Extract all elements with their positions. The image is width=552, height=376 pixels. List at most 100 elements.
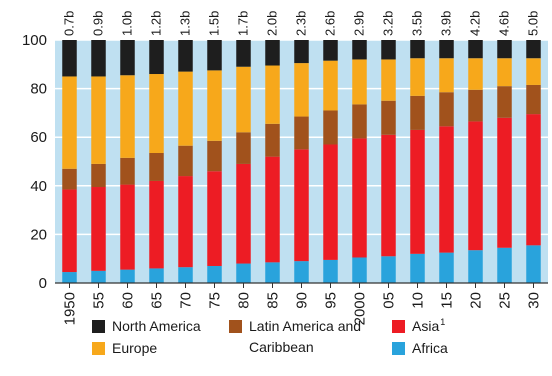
bar-segment-africa	[91, 270, 106, 283]
bar-segment-latin-america-and-caribbean	[526, 84, 541, 115]
bar-segment-asia	[352, 138, 367, 258]
bar-segment-europe	[265, 65, 280, 124]
bar-segment-europe	[178, 71, 193, 146]
bar-segment-europe	[439, 58, 454, 93]
bar-total-label: 5.0b	[526, 11, 541, 36]
bar-total-label: 3.5b	[410, 11, 425, 36]
bar-segment-asia	[236, 163, 251, 264]
x-tick-label: 15	[439, 292, 456, 309]
bar-segment-north-america	[410, 40, 425, 59]
bar-segment-africa	[294, 261, 309, 283]
legend-label-africa: Africa	[412, 340, 448, 356]
bar-segment-latin-america-and-caribbean	[236, 132, 251, 164]
bar-segment-north-america	[323, 40, 338, 61]
legend-label-europe: Europe	[112, 340, 157, 356]
bar-segment-north-america	[439, 40, 454, 59]
bar-segment-europe	[120, 75, 135, 158]
bar-segment-latin-america-and-caribbean	[381, 100, 396, 135]
bar-segment-north-america	[207, 40, 222, 71]
bar-segment-latin-america-and-caribbean	[178, 145, 193, 177]
y-tick-label: 80	[30, 81, 47, 98]
bar-segment-asia	[294, 149, 309, 262]
legend-swatch-north-america	[92, 320, 105, 333]
x-tick-label: 90	[294, 292, 311, 309]
bar-segment-north-america	[62, 40, 77, 77]
bar-total-label: 4.6b	[497, 11, 512, 36]
bar-total-label: 2.9b	[352, 11, 367, 36]
x-tick-label: 75	[207, 292, 224, 309]
bar-segment-europe	[149, 74, 164, 153]
x-tick-label: 85	[265, 292, 282, 309]
x-tick-label: 20	[468, 292, 485, 309]
bar-total-label: 1.2b	[149, 11, 164, 36]
bar-segment-africa	[526, 245, 541, 283]
legend-swatch-asia	[392, 320, 405, 333]
legend-label-line2: Caribbean	[249, 339, 314, 355]
bar-total-label: 3.9b	[439, 11, 454, 36]
bar-segment-north-america	[91, 40, 106, 77]
legend-superscript: 1	[440, 317, 445, 327]
bar-segment-africa	[497, 247, 512, 283]
bar-segment-africa	[352, 257, 367, 283]
bar-segment-asia	[62, 189, 77, 273]
bar-segment-europe	[526, 58, 541, 85]
bar-total-label: 3.2b	[381, 11, 396, 36]
bar-segment-africa	[149, 268, 164, 283]
bar-segment-europe	[236, 66, 251, 133]
x-tick-label: 60	[120, 292, 137, 309]
bar-total-label: 1.3b	[178, 11, 193, 36]
bar-total-label: 1.5b	[207, 11, 222, 36]
bar-segment-africa	[178, 267, 193, 283]
bar-total-label: 4.2b	[468, 11, 483, 36]
bar-segment-north-america	[149, 40, 164, 75]
bar-segment-asia	[265, 156, 280, 263]
bar-segment-asia	[497, 117, 512, 248]
bar-segment-latin-america-and-caribbean	[497, 86, 512, 118]
bar-segment-africa	[439, 252, 454, 283]
bar-segment-europe	[62, 76, 77, 169]
bar-segment-latin-america-and-caribbean	[352, 104, 367, 139]
bar-segment-asia	[207, 171, 222, 266]
bar-total-label: 0.7b	[62, 11, 77, 36]
bar-segment-asia	[91, 187, 106, 271]
legend-swatch-europe	[92, 342, 105, 355]
y-tick-label: 40	[30, 178, 47, 195]
bar-segment-north-america	[497, 40, 512, 59]
bar-segment-europe	[410, 58, 425, 96]
bar-segment-asia	[410, 129, 425, 254]
x-tick-label: 65	[149, 292, 166, 309]
bar-total-label: 2.3b	[294, 11, 309, 36]
x-tick-label: 95	[323, 292, 340, 309]
legend-label-north-america: North America	[112, 318, 201, 334]
bar-segment-latin-america-and-caribbean	[91, 163, 106, 188]
legend-swatch-latin-america-and	[229, 320, 242, 333]
bar-segment-africa	[323, 259, 338, 283]
bar-segment-north-america	[294, 40, 309, 64]
bar-segment-north-america	[526, 40, 541, 59]
bar-segment-europe	[294, 63, 309, 117]
bar-segment-europe	[381, 59, 396, 101]
bar-segment-asia	[468, 121, 483, 251]
bar-total-label: 1.0b	[120, 11, 135, 36]
bar-segment-latin-america-and-caribbean	[410, 95, 425, 130]
bar-segment-north-america	[381, 40, 396, 60]
bar-segment-north-america	[178, 40, 193, 72]
bar-total-label: 0.9b	[91, 11, 106, 36]
bar-segment-africa	[468, 250, 483, 283]
x-tick-label: 2000	[352, 292, 369, 325]
bar-segment-latin-america-and-caribbean	[439, 92, 454, 127]
bar-segment-north-america	[236, 40, 251, 67]
bar-segment-latin-america-and-caribbean	[62, 168, 77, 190]
bar-segment-africa	[381, 256, 396, 283]
bar-segment-asia	[323, 144, 338, 260]
bar-segment-africa	[62, 272, 77, 283]
bar-segment-europe	[323, 60, 338, 111]
y-tick-label: 60	[30, 129, 47, 146]
x-tick-label: 25	[497, 292, 514, 309]
bar-total-label: 2.6b	[323, 11, 338, 36]
x-tick-label: 10	[410, 292, 427, 309]
bar-total-label: 1.7b	[236, 11, 251, 36]
y-tick-label: 0	[39, 275, 47, 292]
